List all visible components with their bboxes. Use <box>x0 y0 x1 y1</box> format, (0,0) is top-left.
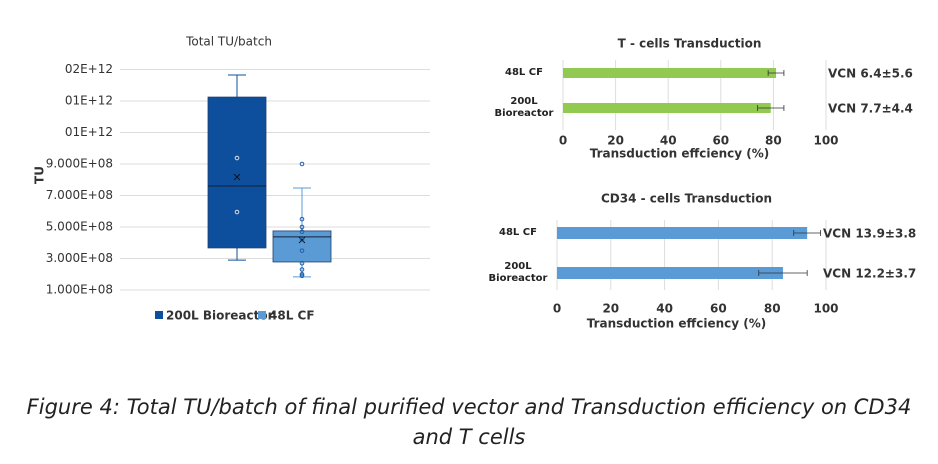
bar <box>563 103 771 113</box>
y-tick-label: 1.000E+08 <box>46 283 113 297</box>
box <box>207 96 267 249</box>
y-tick-label: 48L CF <box>505 67 543 78</box>
error-bar <box>757 105 785 111</box>
x-tick-label: 20 <box>607 134 624 148</box>
legend-label: 200L Bioreactor <box>166 309 274 323</box>
annotation: VCN 12.2±3.7 <box>823 267 916 281</box>
data-point <box>299 224 305 230</box>
chart-title: T - cells Transduction <box>618 37 762 51</box>
x-tick-label: 100 <box>813 134 838 148</box>
y-tick-label: 02E+12 <box>65 62 113 76</box>
data-point <box>299 260 305 266</box>
legend-swatch <box>258 311 266 319</box>
annotation: VCN 13.9±3.8 <box>823 227 916 241</box>
y-tick-label: 9.000E+08 <box>46 157 113 171</box>
data-point <box>299 216 305 222</box>
y-tick-label: 7.000E+08 <box>46 188 113 202</box>
data-point <box>299 161 305 167</box>
mean-marker <box>233 173 241 181</box>
box <box>272 230 332 263</box>
x-tick-label: 80 <box>764 302 781 316</box>
mean-marker <box>298 236 306 244</box>
x-tick-label: 60 <box>710 302 727 316</box>
x-tick-label: 80 <box>765 134 782 148</box>
x-tick-label: 60 <box>712 134 729 148</box>
error-bar <box>758 270 808 276</box>
y-tick-label: 200L Bioreactor <box>488 261 548 284</box>
data-point <box>234 209 240 215</box>
data-point <box>299 271 305 277</box>
x-tick-label: 40 <box>660 134 677 148</box>
x-axis-label: Transduction effciency (%) <box>590 147 770 161</box>
y-tick-label: 48L CF <box>499 227 537 238</box>
legend-swatch <box>155 311 163 319</box>
x-tick-label: 0 <box>553 302 561 316</box>
legend-label: 48L CF <box>269 309 315 323</box>
data-point <box>299 237 305 242</box>
error-bar <box>767 70 785 76</box>
x-tick-label: 100 <box>813 302 838 316</box>
data-point <box>299 273 305 279</box>
y-tick-label: 200L Bioreactor <box>494 96 554 119</box>
y-axis-label: TU <box>33 166 47 184</box>
x-tick-label: 40 <box>656 302 673 316</box>
error-bar <box>793 230 822 236</box>
data-point <box>234 155 240 161</box>
y-tick-label: 5.000E+08 <box>46 220 113 234</box>
x-tick-label: 20 <box>602 302 619 316</box>
annotation: VCN 6.4±5.6 <box>828 67 913 81</box>
y-tick-label: 3.000E+08 <box>46 251 113 265</box>
annotation: VCN 7.7±4.4 <box>828 102 913 116</box>
data-point <box>299 267 305 272</box>
x-axis-label: Transduction effciency (%) <box>587 317 767 331</box>
y-tick-label: 01E+12 <box>65 94 113 108</box>
bar <box>563 68 777 78</box>
bar <box>557 227 808 239</box>
x-tick-label: 0 <box>559 134 567 148</box>
chart-title: Total TU/batch <box>185 35 272 49</box>
data-point <box>299 229 305 235</box>
chart-title: CD34 - cells Transduction <box>601 192 772 206</box>
bar <box>557 267 783 279</box>
y-tick-label: 01E+12 <box>65 125 113 139</box>
data-point <box>299 248 305 253</box>
caption: Figure 4: Total TU/batch of final purifi… <box>26 395 912 449</box>
